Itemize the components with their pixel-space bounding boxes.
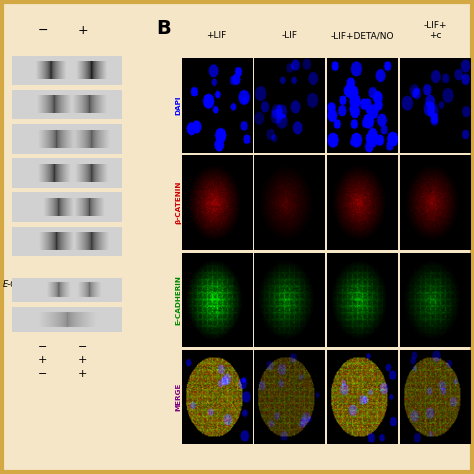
Text: -LIF: -LIF <box>282 31 298 40</box>
Text: -LIF+DETA/NO: -LIF+DETA/NO <box>330 31 394 40</box>
Text: −: − <box>78 342 88 352</box>
Text: +: + <box>38 355 47 365</box>
Text: MERGE: MERGE <box>175 383 181 411</box>
Text: +: + <box>78 355 88 365</box>
Text: E-CADHERIN: E-CADHERIN <box>175 275 181 325</box>
Text: -LIF+
+c: -LIF+ +c <box>423 21 447 40</box>
Text: +: + <box>78 24 88 37</box>
Text: β-CATENIN: β-CATENIN <box>175 181 181 224</box>
Text: −: − <box>37 24 48 37</box>
Text: +: + <box>78 368 88 379</box>
Text: −: − <box>38 368 47 379</box>
Text: B: B <box>156 19 171 38</box>
Text: DAPI: DAPI <box>175 96 181 115</box>
Text: +LIF: +LIF <box>207 31 227 40</box>
Text: E-Cadherin: E-Cadherin <box>2 280 48 289</box>
Text: −: − <box>38 342 47 352</box>
